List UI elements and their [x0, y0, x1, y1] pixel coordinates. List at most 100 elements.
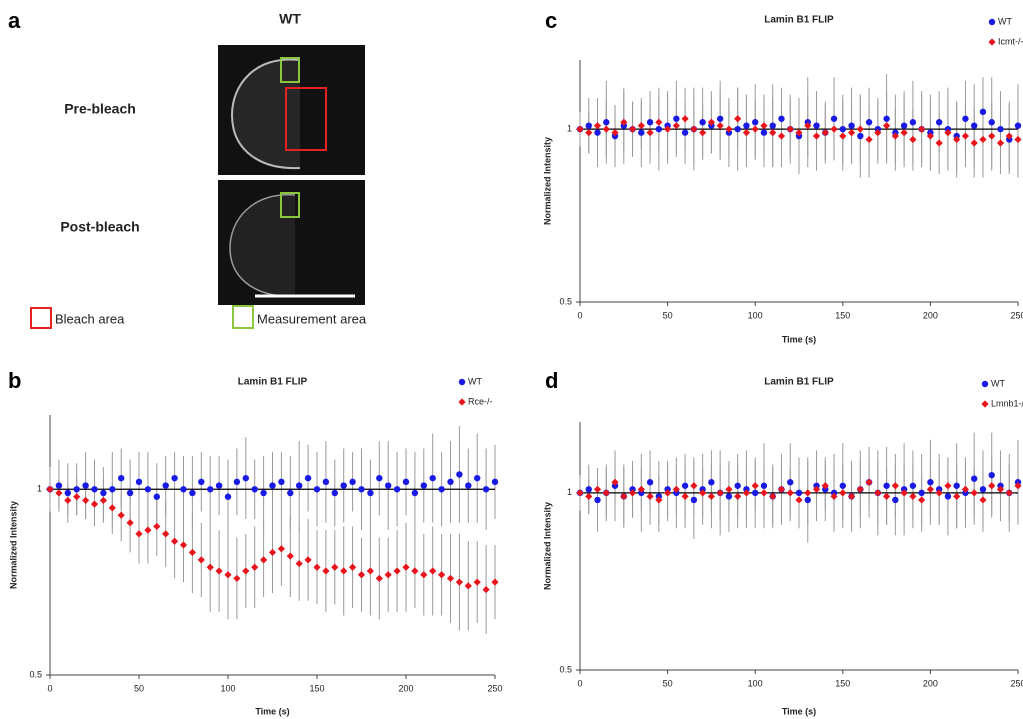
- point: [224, 571, 232, 579]
- point: [1014, 482, 1022, 490]
- point: [900, 489, 908, 497]
- x-tick-label: 250: [1010, 310, 1023, 320]
- point: [646, 479, 654, 486]
- nucleus: [229, 194, 296, 297]
- point: [865, 119, 873, 126]
- point: [144, 486, 152, 493]
- point: [367, 489, 374, 497]
- point: [64, 496, 72, 505]
- point: [456, 471, 463, 478]
- point: [135, 478, 143, 486]
- point: [804, 496, 811, 504]
- point: [821, 482, 829, 490]
- point: [953, 492, 961, 500]
- y-axis-label: Normalized Intensity: [542, 502, 552, 590]
- point: [473, 578, 481, 586]
- point: [224, 493, 232, 500]
- panel-label: d: [545, 368, 558, 393]
- point: [891, 482, 899, 490]
- point: [611, 478, 619, 486]
- y-tick-label: 0.5: [29, 669, 42, 679]
- point: [926, 132, 934, 140]
- point: [585, 486, 592, 493]
- chart-title: Lamin B1 FLIP: [238, 377, 308, 388]
- point: [751, 482, 759, 490]
- row-label: Post-bleach: [60, 219, 139, 235]
- point: [322, 478, 330, 486]
- point: [926, 485, 934, 493]
- point: [830, 125, 838, 133]
- point: [857, 132, 864, 140]
- point: [304, 556, 312, 564]
- point: [393, 486, 401, 493]
- point: [883, 482, 890, 489]
- point: [1005, 132, 1013, 140]
- point: [384, 571, 392, 579]
- point: [725, 125, 733, 133]
- point: [646, 492, 654, 500]
- point: [357, 571, 366, 579]
- x-tick-label: 200: [398, 683, 413, 693]
- point: [455, 578, 463, 586]
- point: [1014, 122, 1022, 129]
- point: [699, 489, 707, 497]
- point: [465, 482, 472, 489]
- point: [874, 129, 882, 137]
- point: [690, 496, 698, 504]
- point: [602, 489, 610, 497]
- point: [839, 489, 847, 497]
- point: [812, 485, 821, 493]
- micrograph-pre: [218, 45, 365, 175]
- point: [716, 489, 724, 497]
- point: [655, 125, 663, 133]
- x-tick-label: 150: [835, 678, 850, 688]
- point: [251, 486, 258, 493]
- point: [646, 119, 654, 126]
- legend-swatch: [232, 305, 254, 329]
- point: [909, 482, 917, 489]
- micrograph-post: [218, 180, 365, 305]
- point: [482, 486, 490, 493]
- point: [856, 485, 864, 493]
- point: [979, 486, 987, 493]
- point: [411, 567, 419, 575]
- point: [646, 129, 654, 137]
- x-tick-label: 150: [835, 310, 850, 320]
- legend-marker: [981, 380, 989, 388]
- point: [786, 489, 794, 497]
- point: [988, 119, 995, 126]
- point: [830, 115, 838, 122]
- nucleus: [230, 58, 301, 170]
- legend-label: Lmnb1-/-: [991, 398, 1023, 408]
- point: [144, 526, 152, 534]
- point: [979, 496, 987, 504]
- point: [971, 475, 978, 482]
- point: [64, 489, 72, 497]
- point: [707, 118, 715, 126]
- point: [935, 119, 943, 126]
- point: [734, 482, 741, 489]
- point: [961, 132, 970, 140]
- point: [673, 115, 680, 122]
- point: [672, 485, 680, 493]
- point: [82, 482, 89, 489]
- point: [865, 135, 873, 144]
- y-tick-label: 1: [37, 484, 42, 494]
- x-tick-label: 50: [134, 683, 144, 693]
- point: [909, 135, 917, 144]
- legend-marker: [458, 398, 466, 406]
- point: [322, 567, 330, 575]
- point: [100, 489, 107, 497]
- point: [795, 496, 803, 504]
- bleach-box: [285, 87, 327, 151]
- point: [961, 485, 970, 493]
- point: [865, 478, 873, 486]
- point: [909, 492, 917, 500]
- point: [830, 492, 838, 500]
- point: [180, 486, 187, 493]
- point: [874, 489, 882, 497]
- point: [90, 500, 99, 508]
- point: [402, 478, 410, 486]
- legend-label: Measurement area: [257, 311, 367, 326]
- x-tick-label: 100: [748, 310, 763, 320]
